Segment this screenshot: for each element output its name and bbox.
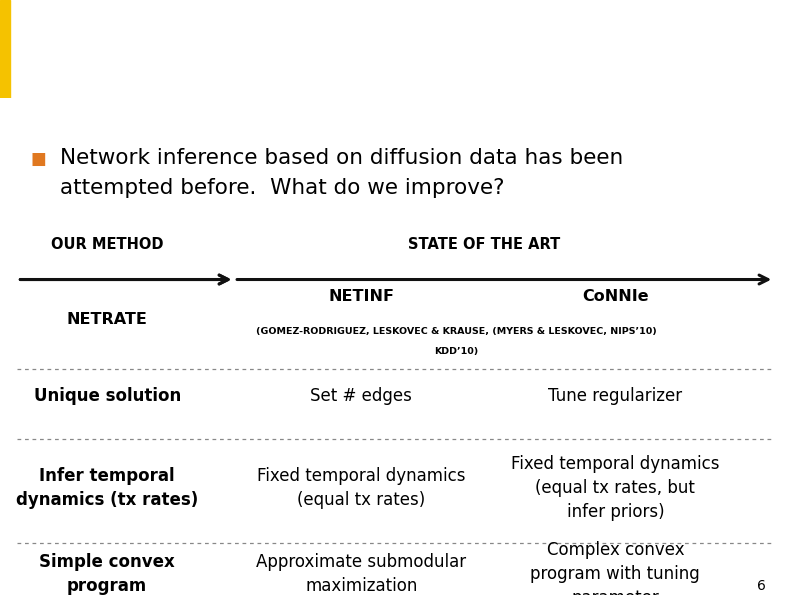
Text: Infer temporal
dynamics (tx rates): Infer temporal dynamics (tx rates) [16, 467, 198, 509]
Text: Fixed temporal dynamics
(equal tx rates): Fixed temporal dynamics (equal tx rates) [257, 467, 465, 509]
Text: STATE OF THE ART: STATE OF THE ART [408, 237, 561, 252]
Text: Network inference based on diffusion data has been: Network inference based on diffusion dat… [60, 148, 622, 168]
Text: attempted before.  What do we improve?: attempted before. What do we improve? [60, 178, 504, 198]
Text: Complex convex
program with tuning
parameter: Complex convex program with tuning param… [530, 541, 700, 595]
Text: Fixed temporal dynamics
(equal tx rates, but
infer priors): Fixed temporal dynamics (equal tx rates,… [511, 455, 719, 521]
Text: Approximate submodular
maximization: Approximate submodular maximization [256, 553, 466, 595]
Text: ■: ■ [30, 151, 46, 168]
Text: Simple convex
program: Simple convex program [40, 553, 175, 595]
Text: CoNNIe: CoNNIe [582, 289, 649, 305]
Text: 6: 6 [757, 578, 766, 593]
Bar [0, 0, 10, 98]
Text: NETRATE: NETRATE [67, 312, 148, 327]
Text: Tune regularizer: Tune regularizer [549, 387, 682, 405]
Text: Related work: Related work [20, 35, 289, 69]
Text: OUR METHOD: OUR METHOD [51, 237, 164, 252]
Text: KDD’10): KDD’10) [434, 346, 479, 356]
Text: Set # edges: Set # edges [310, 387, 412, 405]
Text: NETINF: NETINF [328, 289, 395, 305]
Text: (GOMEZ-RODRIGUEZ, LESKOVEC & KRAUSE, (MYERS & LESKOVEC, NIPS’10): (GOMEZ-RODRIGUEZ, LESKOVEC & KRAUSE, (MY… [256, 327, 657, 336]
Text: Unique solution: Unique solution [33, 387, 181, 405]
